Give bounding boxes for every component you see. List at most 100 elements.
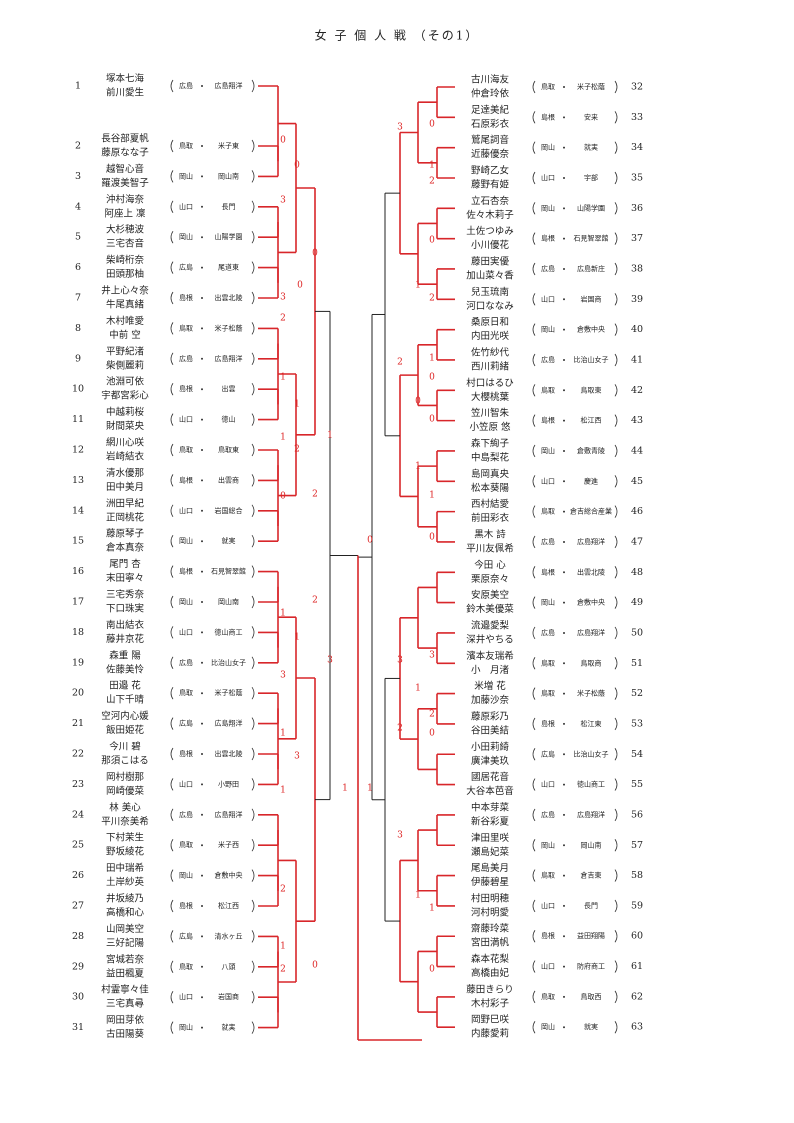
entry-number: 21 bbox=[72, 718, 84, 729]
separator-dot bbox=[201, 145, 203, 147]
match-score: 0 bbox=[429, 236, 435, 246]
player-name: 藤原なな子 bbox=[101, 147, 149, 159]
player-name: 尾島美月 bbox=[471, 862, 509, 874]
entry-number: 36 bbox=[631, 203, 643, 214]
entry-number: 14 bbox=[72, 505, 84, 516]
player-name: 島岡真央 bbox=[471, 468, 510, 480]
entry-number: 28 bbox=[72, 931, 84, 942]
entry-number: 52 bbox=[631, 688, 643, 699]
paren bbox=[614, 475, 618, 488]
match-score: 2 bbox=[280, 314, 286, 324]
paren bbox=[251, 534, 255, 548]
school: 広島翔洋 bbox=[577, 537, 605, 546]
prefecture: 島根 bbox=[541, 931, 555, 940]
match-score: 1 bbox=[280, 373, 286, 383]
prefecture: 岡山 bbox=[179, 232, 193, 241]
match-score: 0 bbox=[312, 961, 318, 971]
school: 山陽学園 bbox=[215, 232, 243, 241]
school: 比治山女子 bbox=[211, 658, 246, 667]
paren bbox=[532, 111, 536, 124]
prefecture: 山口 bbox=[541, 294, 555, 303]
match-score: 2 bbox=[280, 965, 286, 975]
paren bbox=[170, 656, 174, 670]
player-name: 黒木 詩 bbox=[474, 528, 506, 540]
prefecture: 山口 bbox=[541, 173, 555, 182]
player-name: 新谷彩夏 bbox=[471, 815, 510, 827]
entry-number: 6 bbox=[75, 262, 81, 273]
player-name: 流邉愛梨 bbox=[471, 619, 510, 631]
player-name: 平川友佩希 bbox=[466, 542, 514, 554]
player-name: 岡田芽依 bbox=[106, 1014, 145, 1026]
school: 八頭 bbox=[222, 963, 236, 971]
prefecture: 山口 bbox=[179, 779, 193, 788]
paren bbox=[532, 262, 536, 276]
match-score: 2 bbox=[429, 710, 435, 720]
entry-number: 9 bbox=[75, 353, 81, 364]
separator-dot bbox=[201, 509, 203, 512]
entry-number: 62 bbox=[631, 991, 643, 1002]
player-name: 安原美空 bbox=[471, 589, 509, 601]
entry-number: 11 bbox=[72, 414, 84, 425]
match-score: 0 bbox=[297, 281, 303, 291]
paren bbox=[532, 566, 536, 579]
player-name: 笠川智朱 bbox=[471, 407, 510, 419]
paren bbox=[532, 444, 536, 458]
separator-dot bbox=[563, 449, 565, 452]
school: 小野田 bbox=[218, 779, 239, 788]
separator-dot bbox=[201, 236, 203, 239]
prefecture: 山口 bbox=[179, 202, 193, 211]
player-name: 前川愛生 bbox=[106, 87, 145, 99]
match-score: 3 bbox=[294, 752, 300, 762]
prefecture: 広島 bbox=[179, 810, 193, 819]
school: 米子松蔭 bbox=[577, 689, 605, 698]
player-name: 今田 心 bbox=[474, 559, 506, 571]
school: 岡山南 bbox=[218, 171, 239, 180]
prefecture: 島根 bbox=[179, 293, 193, 302]
paren bbox=[614, 839, 618, 852]
prefecture: 山口 bbox=[541, 476, 555, 485]
match-score: 1 bbox=[429, 354, 435, 364]
prefecture: 岡山 bbox=[541, 143, 555, 152]
player-name: 藤井京花 bbox=[106, 633, 145, 645]
paren bbox=[532, 384, 536, 397]
paren bbox=[532, 1021, 536, 1034]
paren bbox=[251, 474, 255, 487]
entry-number: 61 bbox=[631, 961, 643, 972]
match-score: 2 bbox=[397, 358, 403, 368]
entry-number: 60 bbox=[631, 931, 643, 942]
prefecture: 鳥取 bbox=[541, 658, 555, 667]
prefecture: 岡山 bbox=[541, 446, 555, 455]
school: 米子東 bbox=[218, 141, 239, 150]
player-name: 南出結衣 bbox=[106, 619, 145, 631]
separator-dot bbox=[563, 419, 565, 422]
player-name: 中越莉桜 bbox=[106, 406, 145, 418]
player-name: 石原彩衣 bbox=[471, 118, 510, 130]
player-name: 空河内心媛 bbox=[101, 710, 149, 722]
separator-dot bbox=[563, 510, 565, 513]
prefecture: 広島 bbox=[541, 264, 555, 273]
entry-number: 39 bbox=[631, 294, 643, 305]
entry-number: 3 bbox=[75, 171, 81, 182]
paren bbox=[532, 990, 536, 1004]
match-score: 1 bbox=[415, 684, 421, 694]
school: 比治山女子 bbox=[574, 749, 609, 758]
player-name: 西村結愛 bbox=[471, 498, 510, 510]
separator-dot bbox=[563, 540, 565, 543]
entry-number: 58 bbox=[631, 870, 643, 881]
school: 倉吉総合産業 bbox=[570, 507, 612, 516]
player-name: 大杉穂波 bbox=[106, 224, 145, 236]
paren bbox=[614, 384, 618, 397]
school: 松江西 bbox=[218, 901, 239, 910]
paren bbox=[170, 686, 174, 700]
paren bbox=[614, 80, 618, 94]
match-score: 3 bbox=[280, 293, 286, 303]
separator-dot bbox=[563, 571, 565, 574]
paren bbox=[614, 505, 618, 518]
separator-dot bbox=[563, 176, 565, 179]
player-name: 田邉 花 bbox=[109, 680, 141, 692]
player-name: 三宅秀奈 bbox=[106, 589, 145, 601]
player-name: 宇都宮彩心 bbox=[101, 390, 149, 402]
paren bbox=[614, 566, 618, 579]
separator-dot bbox=[201, 601, 203, 603]
player-name: 洲田早紀 bbox=[106, 497, 145, 509]
